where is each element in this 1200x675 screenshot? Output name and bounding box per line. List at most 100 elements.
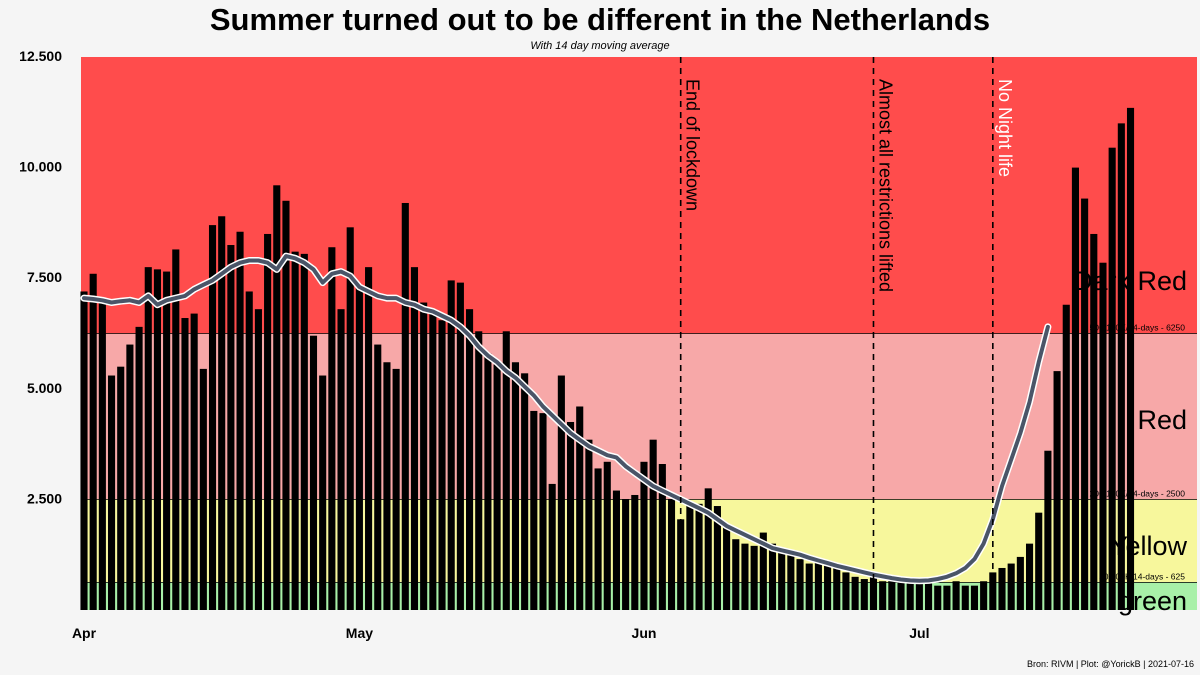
bar bbox=[291, 251, 299, 610]
bar bbox=[1126, 107, 1135, 610]
y-tick-label: 10.000 bbox=[19, 159, 62, 175]
bar bbox=[309, 335, 318, 610]
bar bbox=[89, 273, 97, 610]
bar bbox=[447, 280, 455, 610]
bar bbox=[484, 353, 492, 610]
bar bbox=[144, 267, 152, 610]
bar bbox=[190, 313, 198, 610]
event-label: No Night life bbox=[995, 79, 1015, 177]
bar bbox=[961, 585, 969, 610]
bar bbox=[548, 483, 556, 610]
bar bbox=[869, 574, 878, 610]
bar bbox=[456, 282, 464, 610]
event-label: End of lockdown bbox=[683, 79, 703, 211]
bar bbox=[80, 291, 88, 610]
bar bbox=[787, 552, 795, 610]
bar bbox=[1044, 450, 1052, 610]
bar bbox=[631, 494, 639, 610]
bar bbox=[383, 362, 391, 610]
bar bbox=[842, 572, 850, 610]
bar bbox=[264, 233, 272, 610]
bar bbox=[126, 344, 134, 610]
bar bbox=[970, 585, 979, 610]
y-tick-label: 7.500 bbox=[27, 269, 62, 285]
threshold-label: 500/100K/14-days - 6250 bbox=[1090, 323, 1186, 333]
bar bbox=[658, 464, 666, 610]
band-label: Dark Red bbox=[1073, 266, 1187, 296]
bar bbox=[768, 543, 777, 610]
bar bbox=[1035, 512, 1043, 610]
bar bbox=[686, 501, 694, 610]
x-tick-label: Jul bbox=[909, 625, 929, 641]
bar bbox=[282, 200, 290, 610]
bar bbox=[1117, 123, 1125, 611]
bar bbox=[566, 421, 575, 610]
bar bbox=[952, 581, 960, 610]
bar bbox=[420, 302, 428, 610]
bar bbox=[218, 216, 226, 610]
bar bbox=[1025, 543, 1034, 610]
threshold-label: 50/100K/14-days - 625 bbox=[1099, 571, 1185, 581]
bar bbox=[594, 468, 602, 610]
bar bbox=[502, 331, 510, 610]
threshold-label: 200/100K/14-days - 2500 bbox=[1090, 488, 1186, 498]
moving-average-line bbox=[82, 254, 1050, 583]
bar bbox=[695, 503, 703, 610]
bar bbox=[640, 461, 648, 610]
bar bbox=[374, 344, 382, 610]
bar bbox=[906, 583, 914, 610]
bar bbox=[622, 499, 630, 610]
bar bbox=[429, 309, 437, 610]
bar bbox=[897, 579, 905, 610]
bar bbox=[612, 490, 620, 610]
source-credit: Bron: RIVM | Plot: @YorickB | 2021-07-16 bbox=[1026, 659, 1194, 669]
bar bbox=[814, 561, 822, 610]
bar bbox=[117, 366, 125, 610]
bar bbox=[466, 309, 474, 610]
bar bbox=[741, 543, 749, 610]
x-tick-label: Jun bbox=[632, 625, 657, 641]
bar bbox=[851, 576, 859, 610]
event-label: Almost all restrictions lifted bbox=[875, 79, 895, 292]
bar bbox=[860, 579, 868, 610]
bar bbox=[410, 267, 419, 610]
bar bbox=[319, 375, 327, 610]
bar bbox=[153, 269, 161, 610]
bar bbox=[355, 287, 363, 610]
bar bbox=[539, 413, 547, 610]
bar bbox=[236, 231, 244, 611]
bar bbox=[732, 539, 740, 610]
bar bbox=[576, 406, 584, 610]
chart-title: Summer turned out to be different in the… bbox=[209, 2, 991, 37]
bar bbox=[704, 488, 712, 610]
bar bbox=[245, 291, 253, 610]
bar bbox=[649, 439, 657, 610]
bar bbox=[254, 309, 262, 610]
band-label: Red bbox=[1137, 405, 1187, 435]
bar bbox=[1090, 233, 1098, 610]
bar bbox=[438, 320, 446, 610]
bar bbox=[521, 373, 529, 610]
bar bbox=[833, 567, 841, 610]
bar bbox=[750, 545, 758, 610]
bar bbox=[98, 300, 106, 610]
bar bbox=[989, 572, 997, 610]
bar bbox=[1007, 563, 1015, 610]
bar bbox=[337, 309, 345, 610]
bar bbox=[401, 202, 409, 610]
bar bbox=[980, 581, 988, 610]
bar bbox=[879, 581, 887, 610]
bar bbox=[493, 364, 501, 610]
bar bbox=[511, 362, 520, 610]
bar bbox=[1053, 371, 1061, 610]
y-tick-label: 12.500 bbox=[19, 48, 62, 64]
bar bbox=[723, 525, 731, 610]
chart-subtitle: With 14 day moving average bbox=[530, 40, 670, 52]
bar bbox=[530, 410, 538, 610]
bar bbox=[1099, 262, 1107, 610]
y-tick-label: 2.500 bbox=[27, 490, 62, 506]
bar bbox=[1071, 167, 1079, 610]
bar bbox=[475, 331, 483, 610]
bar bbox=[585, 439, 593, 610]
bar bbox=[135, 326, 143, 610]
